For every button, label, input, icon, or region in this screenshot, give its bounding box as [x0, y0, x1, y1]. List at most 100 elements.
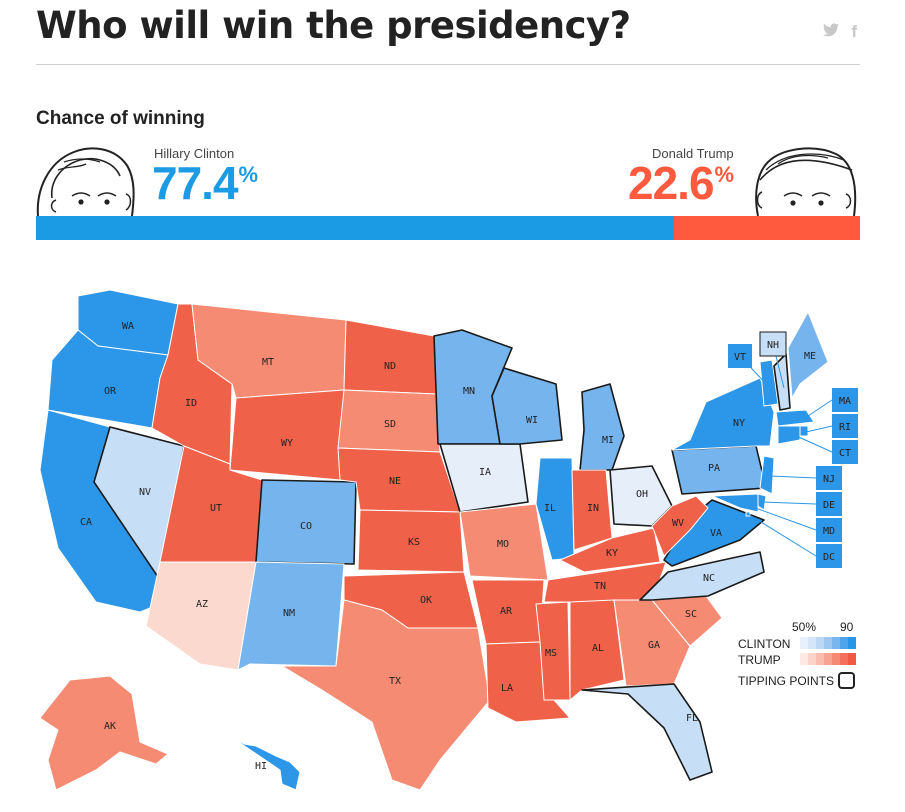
state-ny[interactable] — [671, 377, 775, 451]
state-label: IA — [479, 467, 491, 478]
legend-trump-label: TRUMP — [738, 653, 781, 667]
legend-swatch — [816, 637, 824, 649]
state-label: SC — [685, 609, 697, 620]
legend-swatch — [840, 653, 848, 665]
legend-swatch — [824, 653, 832, 665]
state-fl[interactable] — [581, 683, 713, 781]
state-label: IL — [544, 503, 556, 514]
state-az[interactable] — [145, 561, 257, 671]
state-label: WA — [122, 321, 134, 332]
state-box-ma[interactable] — [832, 388, 858, 412]
legend-swatch — [832, 653, 840, 665]
legend-swatch — [800, 637, 808, 649]
state-label: IN — [587, 503, 599, 514]
state-vt[interactable] — [759, 359, 779, 407]
state-label: WY — [281, 438, 293, 449]
state-label: AR — [500, 606, 513, 617]
trump-probability-fill — [673, 216, 860, 240]
state-label: VT — [734, 352, 746, 363]
state-nm[interactable] — [237, 561, 345, 671]
page-title: Who will win the presidency? — [36, 4, 631, 47]
state-wi[interactable] — [491, 367, 563, 445]
state-ct[interactable] — [777, 425, 801, 445]
state-label: PA — [708, 463, 720, 474]
state-label: MD — [823, 526, 835, 537]
state-al[interactable] — [569, 599, 625, 701]
state-box-md[interactable] — [816, 518, 842, 542]
state-label: DE — [823, 500, 835, 511]
state-label: KY — [606, 548, 618, 559]
state-label: MN — [463, 386, 475, 397]
state-me[interactable] — [787, 311, 829, 399]
state-label: TX — [389, 676, 401, 687]
state-label: NV — [139, 487, 151, 498]
state-label: AZ — [196, 599, 208, 610]
header-divider — [36, 64, 860, 65]
state-label: KS — [408, 537, 420, 548]
legend-swatch — [808, 637, 816, 649]
state-label: SD — [384, 419, 396, 430]
state-co[interactable] — [255, 479, 357, 565]
state-label: GA — [648, 640, 660, 651]
state-md[interactable] — [711, 493, 759, 513]
share-buttons: f — [823, 22, 857, 42]
state-box-dc[interactable] — [816, 544, 842, 568]
trump-percentage: 22.6% — [628, 157, 734, 209]
state-label: WV — [672, 518, 684, 529]
twitter-icon[interactable] — [823, 22, 840, 42]
state-label: MS — [545, 648, 557, 659]
state-mi[interactable] — [579, 383, 625, 471]
state-label: CO — [300, 521, 312, 532]
callout-line — [769, 475, 817, 479]
state-label: WI — [526, 415, 538, 426]
state-label: OR — [104, 386, 117, 397]
state-label: AK — [104, 721, 116, 732]
legend-swatch — [800, 653, 808, 665]
state-nc[interactable] — [639, 551, 765, 601]
state-label: HI — [255, 761, 267, 772]
state-box-de[interactable] — [816, 492, 842, 516]
state-box-ri[interactable] — [832, 414, 858, 438]
state-box-ct[interactable] — [832, 440, 858, 464]
state-label: UT — [210, 503, 222, 514]
state-label: DC — [823, 552, 835, 563]
electoral-map: WA OR CA NV ID MT WY UT AZ CO NM ND SD NE KS OK TX MN IA MO… — [39, 289, 858, 791]
state-ma[interactable] — [775, 409, 815, 427]
callout-line — [761, 501, 817, 505]
legend-swatch — [824, 637, 832, 649]
state-ak[interactable] — [39, 675, 169, 791]
state-wv[interactable] — [651, 495, 709, 557]
state-label: NY — [733, 418, 745, 429]
legend-swatch — [848, 653, 856, 665]
state-label: ID — [185, 398, 197, 409]
state-label: MA — [839, 396, 851, 407]
state-label: NC — [703, 573, 715, 584]
trump-name: Donald Trump — [652, 146, 734, 161]
state-nj[interactable] — [759, 455, 775, 495]
state-label: MO — [497, 539, 509, 550]
legend-swatch — [848, 637, 856, 649]
legend-swatch — [840, 637, 848, 649]
state-box-vt[interactable] — [728, 344, 752, 368]
legend-tipping-label: TIPPING POINTS — [738, 674, 835, 688]
state-label: TN — [594, 581, 606, 592]
state-ri[interactable] — [799, 425, 809, 437]
state-ia[interactable] — [439, 443, 529, 513]
state-label: CA — [80, 517, 92, 528]
facebook-icon[interactable]: f — [851, 22, 857, 41]
state-label: MT — [262, 357, 274, 368]
state-label: FL — [686, 713, 698, 724]
legend-swatch — [808, 653, 816, 665]
state-ky[interactable] — [559, 527, 661, 573]
state-wy[interactable] — [229, 389, 345, 481]
state-label: ND — [384, 361, 396, 372]
legend-trump-scale — [800, 653, 856, 665]
state-hi[interactable] — [217, 727, 301, 791]
state-box-nh[interactable] — [759, 331, 787, 357]
clinton-probability-fill — [36, 216, 674, 240]
state-ms[interactable] — [535, 601, 571, 701]
state-nd[interactable] — [343, 319, 437, 395]
state-box-nj[interactable] — [816, 466, 842, 490]
state-label: CT — [839, 448, 851, 459]
state-tx[interactable] — [281, 599, 491, 791]
